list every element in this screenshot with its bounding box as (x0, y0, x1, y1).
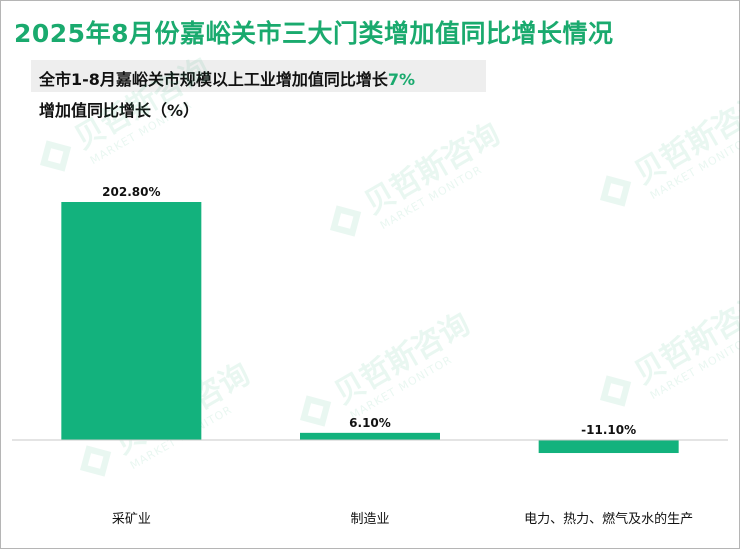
watermark-name: 贝哲斯咨询 (69, 52, 216, 157)
chart-title: 2025年8月份嘉峪关市三大门类增加值同比增长情况 (14, 19, 614, 48)
summary-note-value: 7% (387, 70, 416, 89)
watermark-icon (300, 395, 332, 427)
bar (538, 440, 679, 454)
note-box (31, 60, 486, 92)
data-label: 202.80% (102, 185, 160, 199)
bars-group (61, 202, 679, 454)
summary-note-text: 全市1-8月嘉峪关市规模以上工业增加值同比增长 (39, 70, 388, 89)
watermark-icon (80, 445, 112, 477)
bar (300, 432, 440, 440)
category-labels-group: 采矿业 制造业 电力、热力、燃气及水的生产 (112, 511, 693, 527)
watermark-icon (330, 205, 362, 237)
watermark-icon (40, 140, 72, 172)
data-label: -11.10% (581, 423, 636, 437)
watermark-icon (600, 375, 632, 407)
bar (61, 202, 202, 440)
watermark-icon (600, 175, 632, 207)
value-labels-group: 202.80% 6.10% -11.10% (102, 185, 636, 437)
category-label: 电力、热力、燃气及水的生产 (524, 511, 693, 527)
y-axis-unit-label: 增加值同比增长（%） (39, 101, 200, 120)
watermark-name: 贝哲斯咨询 (359, 117, 506, 222)
summary-note: 全市1-8月嘉峪关市规模以上工业增加值同比增长7% (39, 66, 415, 90)
category-label: 制造业 (350, 512, 389, 527)
data-label: 6.10% (349, 416, 391, 430)
watermark-name: 贝哲斯咨询 (329, 307, 476, 412)
category-label: 采矿业 (112, 512, 151, 527)
